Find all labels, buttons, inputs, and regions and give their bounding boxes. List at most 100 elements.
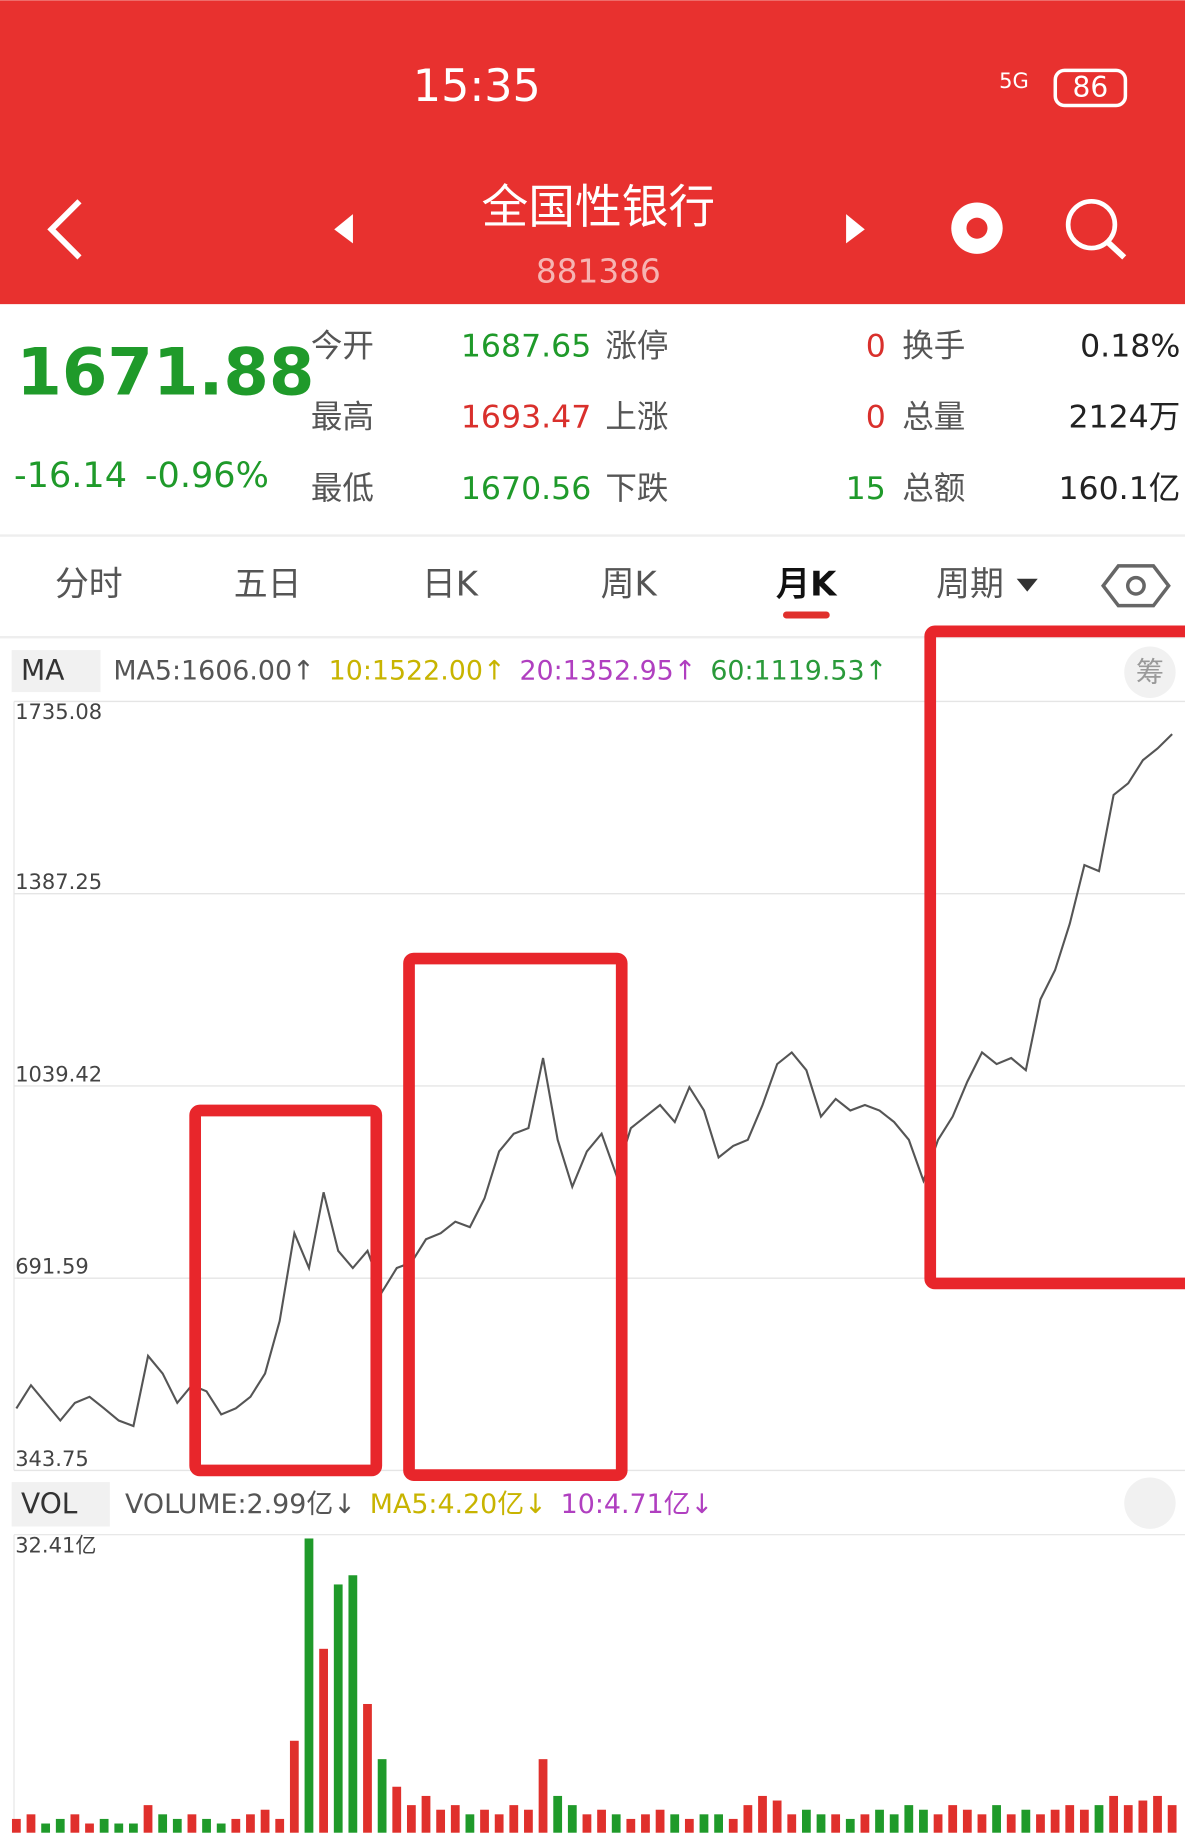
volume-bar [597, 1809, 606, 1833]
volume-bar [992, 1805, 1001, 1833]
quote-label: 最高 [311, 400, 374, 436]
tab-indicator [782, 611, 830, 619]
quote-label: 最低 [311, 471, 374, 507]
volume-bar [1006, 1814, 1016, 1833]
volume-bar [260, 1809, 270, 1833]
y-tick-label: 343.75 [15, 1446, 89, 1471]
expand-button[interactable] [1124, 1477, 1176, 1529]
volume-bar [567, 1805, 577, 1833]
settings-hole [1125, 575, 1146, 596]
vol-selector-label: VOL [21, 1487, 78, 1520]
volume-bar [802, 1809, 811, 1833]
period-caret [1016, 578, 1038, 592]
volume-bar [377, 1759, 387, 1833]
volume-bar [816, 1814, 826, 1833]
assistant-eye [966, 217, 988, 239]
quote-label: 下跌 [605, 471, 668, 507]
title: 全国性银行 [482, 181, 716, 235]
volume-bar [831, 1814, 841, 1833]
volume-bar [450, 1805, 460, 1833]
volume-bar [948, 1805, 958, 1833]
clock: 15:35 [413, 61, 541, 112]
volume-bar [26, 1814, 36, 1833]
volume-bar [684, 1818, 694, 1833]
volume-bar [70, 1814, 80, 1833]
volume-bar [875, 1809, 884, 1833]
quote-label: 上涨 [605, 400, 668, 436]
prev-button[interactable] [334, 214, 353, 244]
volume-bar [319, 1648, 328, 1833]
volume-bar [553, 1795, 563, 1833]
volume-bar [114, 1823, 124, 1833]
y-tick-label: 1735.08 [15, 699, 102, 724]
quote-label: 总量 [902, 400, 965, 436]
tab[interactable]: 日K [422, 564, 479, 603]
ma-selector-label: MA [21, 654, 64, 687]
quote-value: 0 [866, 328, 886, 364]
volume-bar [524, 1809, 533, 1833]
volume-bar [611, 1814, 621, 1833]
settings-button[interactable] [1100, 564, 1171, 608]
volume-bar [860, 1814, 870, 1833]
volume-bar [1050, 1809, 1060, 1833]
volume-bar [55, 1818, 65, 1833]
volume-bar [494, 1814, 504, 1833]
volume-bar [392, 1786, 402, 1833]
volume-bar [304, 1538, 314, 1833]
change: -16.14 [14, 455, 127, 496]
volume-bar [172, 1818, 182, 1833]
change-pct: -0.96% [145, 455, 269, 496]
volume-bar [655, 1809, 665, 1833]
network: 5G [999, 68, 1029, 93]
tab[interactable]: 周期 [936, 564, 1004, 603]
legend-item: 60:1119.53↑ [710, 656, 887, 687]
volume-bar [538, 1759, 548, 1833]
highlight-box [403, 952, 628, 1481]
tab[interactable]: 月K [776, 564, 838, 603]
volume-bar [743, 1805, 753, 1833]
volume-bar [1153, 1795, 1162, 1833]
volume-bar [363, 1703, 372, 1833]
vol-selector[interactable] [11, 1482, 110, 1527]
volume-bar [202, 1818, 211, 1833]
volume-bar [1079, 1809, 1089, 1833]
tab[interactable]: 周K [601, 564, 658, 603]
volume-bar [99, 1818, 109, 1833]
volume-bar [626, 1818, 636, 1833]
battery-level: 86 [1073, 71, 1109, 104]
quote-value: 1670.56 [461, 471, 591, 507]
legend-item: 20:1352.95↑ [519, 656, 696, 687]
legend-item: MA5:4.20亿↓ [370, 1489, 547, 1520]
search-button[interactable] [1065, 198, 1118, 251]
y-tick-label: 1387.25 [15, 869, 102, 894]
volume-bar [641, 1814, 650, 1833]
back-button[interactable] [47, 199, 82, 260]
tab[interactable]: 五日 [234, 564, 302, 603]
chip-button[interactable] [1124, 646, 1176, 698]
next-button[interactable] [846, 214, 865, 244]
volume-bar [904, 1805, 914, 1833]
volume-bar [1065, 1805, 1075, 1833]
volume-bar [465, 1814, 475, 1833]
quote-label: 涨停 [605, 328, 668, 364]
quote-label: 总额 [902, 471, 965, 507]
volume-bar [143, 1805, 153, 1833]
volume-bar [41, 1823, 51, 1833]
volume-bar [509, 1805, 519, 1833]
volume-bar [11, 1818, 21, 1833]
volume-bar [246, 1814, 255, 1833]
legend-item: MA5:1606.00↑ [113, 656, 314, 687]
volume-bar [129, 1823, 138, 1833]
ma-selector[interactable] [11, 650, 101, 693]
plot: 343.75 691.59 1039.42 1387.25 1735.08 MA5:160… [11, 656, 1185, 1833]
volume-bar [1094, 1805, 1104, 1833]
highlight-boxes [189, 625, 1185, 1481]
volume-bar [787, 1814, 797, 1833]
quote-value: 1687.65 [461, 328, 591, 364]
legend-item: 10:4.71亿↓ [561, 1489, 713, 1520]
quote-value: 160.1亿 [1058, 471, 1180, 507]
tab[interactable]: 分时 [55, 564, 123, 603]
chip-label: 筹 [1136, 655, 1164, 688]
quote-label: 换手 [902, 328, 965, 364]
price-line [15, 733, 1173, 1428]
